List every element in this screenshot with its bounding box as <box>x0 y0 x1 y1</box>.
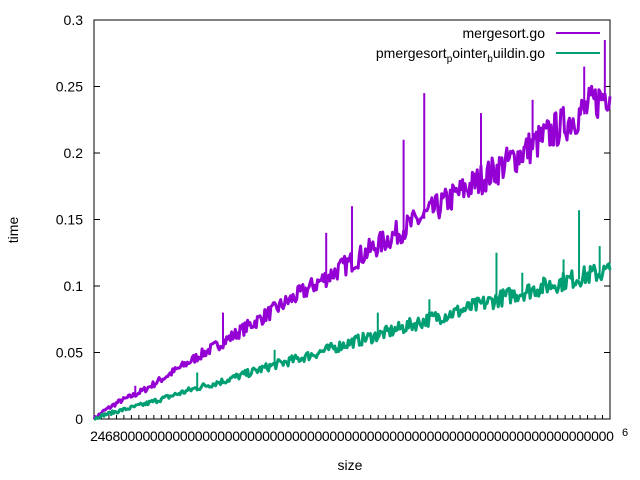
x-tick-label: 0 <box>262 428 270 444</box>
x-tick-label: 0 <box>285 428 293 444</box>
x-tick-label: 0 <box>479 428 487 444</box>
y-tick-label: 0.05 <box>56 345 83 361</box>
x-tick-label: 0 <box>277 428 285 444</box>
x-tick-label: 0 <box>382 428 390 444</box>
series-line-0 <box>92 84 612 420</box>
x-tick-label: 0 <box>486 428 494 444</box>
legend-pmergesort-sub1: p <box>447 54 453 65</box>
x-tick-label: 6 <box>105 428 113 444</box>
x-tick-label: 0 <box>531 428 539 444</box>
x-tick-label: 0 <box>442 428 450 444</box>
x-tick-label: 0 <box>314 428 322 444</box>
y-tick-label: 0.2 <box>64 145 84 161</box>
y-tick-label: 0.25 <box>56 79 83 95</box>
x-tick-label: 0 <box>599 428 607 444</box>
x-tick-label: 0 <box>546 428 554 444</box>
x-tick-label: 0 <box>150 428 158 444</box>
x-tick-label: 0 <box>217 428 225 444</box>
x-tick-label: 0 <box>337 428 345 444</box>
x-tick-label: 0 <box>180 428 188 444</box>
x-tick-label: 0 <box>494 428 502 444</box>
x-tick-label: 0 <box>501 428 509 444</box>
x-tick-label: 0 <box>135 428 143 444</box>
x-tick-label: 0 <box>404 428 412 444</box>
x-tick-label: 0 <box>307 428 315 444</box>
x-tick-label: 0 <box>344 428 352 444</box>
x-tick-label: 0 <box>427 428 435 444</box>
x-tick-label: 0 <box>322 428 330 444</box>
x-axis-exponent: 6 <box>622 427 628 439</box>
x-tick-label: 0 <box>225 428 233 444</box>
legend: mergesort.go pmergesortpointerbuildin.go <box>376 25 600 65</box>
legend-label-mergesort: mergesort.go <box>463 25 546 41</box>
series-line-1 <box>93 262 612 421</box>
y-axis-label: time <box>5 217 21 244</box>
x-tick-label: 0 <box>397 428 405 444</box>
x-tick-label: 0 <box>240 428 248 444</box>
x-tick-label: 0 <box>292 428 300 444</box>
x-tick-label: 4 <box>98 428 106 444</box>
x-tick-label: 0 <box>247 428 255 444</box>
x-tick-label: 0 <box>561 428 569 444</box>
y-tick-label: 0.1 <box>64 278 84 294</box>
legend-pmergesort-sub2: b <box>487 54 493 65</box>
x-tick-label: 0 <box>195 428 203 444</box>
x-tick-label: 0 <box>554 428 562 444</box>
y-tick-label: 0.3 <box>64 12 84 28</box>
x-tick-label: 0 <box>606 428 614 444</box>
x-tick-label: 0 <box>165 428 173 444</box>
x-tick-label: 0 <box>157 428 165 444</box>
x-tick-label: 2 <box>90 428 98 444</box>
y-tick-label: 0 <box>75 411 83 427</box>
x-tick-label: 0 <box>255 428 263 444</box>
x-tick-label: 0 <box>412 428 420 444</box>
x-tick-label: 0 <box>299 428 307 444</box>
x-tick-label: 0 <box>359 428 367 444</box>
x-tick-label: 0 <box>591 428 599 444</box>
x-tick-label: 0 <box>449 428 457 444</box>
x-tick-label: 0 <box>464 428 472 444</box>
x-tick-label: 0 <box>457 428 465 444</box>
x-tick-label: 0 <box>270 428 278 444</box>
x-tick-label: 0 <box>329 428 337 444</box>
x-tick-label: 0 <box>576 428 584 444</box>
x-tick-label: 0 <box>516 428 524 444</box>
x-tick-label: 0 <box>509 428 517 444</box>
x-tick-label: 8 <box>113 428 121 444</box>
legend-pmergesort-mid: ointer <box>452 45 487 61</box>
x-tick-label: 0 <box>524 428 532 444</box>
y-tick-label: 0.15 <box>56 212 83 228</box>
x-tick-label: 0 <box>232 428 240 444</box>
x-tick-label: 0 <box>127 428 135 444</box>
legend-pmergesort-main: pmergesort <box>376 45 447 61</box>
x-tick-label: 0 <box>142 428 150 444</box>
legend-label-pmergesort: pmergesortpointerbuildin.go <box>376 45 545 65</box>
x-tick-label: 0 <box>210 428 218 444</box>
x-tick-label: 0 <box>367 428 375 444</box>
x-tick-label: 0 <box>569 428 577 444</box>
x-tick-label: 0 <box>120 428 128 444</box>
x-tick-label: 0 <box>471 428 479 444</box>
x-tick-label: 0 <box>539 428 547 444</box>
x-tick-label: 0 <box>374 428 382 444</box>
x-axis-label: size <box>338 457 363 473</box>
x-tick-label: 0 <box>584 428 592 444</box>
y-axis-ticks: 0 0.05 0.1 0.15 0.2 0.25 0.3 <box>56 12 610 427</box>
x-tick-label: 0 <box>352 428 360 444</box>
x-tick-label: 0 <box>202 428 210 444</box>
legend-pmergesort-end: uildin.go <box>493 45 545 61</box>
series-layer <box>92 39 612 421</box>
x-tick-label: 0 <box>187 428 195 444</box>
x-tick-label: 0 <box>172 428 180 444</box>
x-tick-label: 0 <box>389 428 397 444</box>
x-tick-label: 0 <box>434 428 442 444</box>
x-tick-label: 0 <box>419 428 427 444</box>
